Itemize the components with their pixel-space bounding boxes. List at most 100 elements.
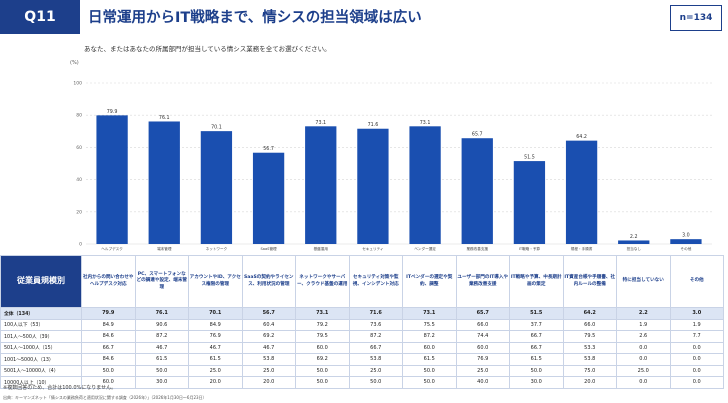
table-row: 100人以下（53） 84.9 90.6 84.9 60.4 79.2 73.6 75.5 66… bbox=[0, 318, 724, 331]
table-cell: 71.6 bbox=[348, 307, 403, 320]
data-label: 51.5 bbox=[524, 155, 535, 161]
category-label: 業務改善支援 bbox=[466, 246, 488, 251]
y-tick-label: 100 bbox=[73, 81, 82, 87]
table-cell: 79.5 bbox=[295, 330, 350, 343]
table-column-header: SaaSの契約やライセンス、利用状況の管理 bbox=[241, 255, 296, 308]
table-cell: 73.6 bbox=[348, 318, 403, 331]
bar bbox=[618, 240, 650, 244]
footnote: ※複数回答のため、合計は100.0%になりません。 bbox=[3, 385, 117, 391]
row-label: 501人〜1000人（15） bbox=[0, 341, 82, 354]
table-cell: 65.7 bbox=[455, 307, 510, 320]
table-cell: 56.7 bbox=[241, 307, 296, 320]
table-cell: 66.7 bbox=[509, 330, 564, 343]
table-cell: 53.8 bbox=[241, 353, 296, 366]
table-cell: 84.9 bbox=[188, 318, 243, 331]
question-text: あなた、またはあなたの所属部門が担当している情シス業務を全てお選びください。 bbox=[84, 45, 331, 53]
table-cell: 70.1 bbox=[188, 307, 243, 320]
table-cell: 46.7 bbox=[241, 341, 296, 354]
table-cell: 50.0 bbox=[134, 364, 189, 377]
table-cell: 0.0 bbox=[616, 341, 671, 354]
table-cell: 37.7 bbox=[509, 318, 564, 331]
bar bbox=[513, 161, 546, 244]
category-label: 端末管理 bbox=[157, 246, 172, 251]
row-label: 1001〜5000人（13） bbox=[0, 353, 82, 366]
table-cell: 50.0 bbox=[402, 364, 457, 377]
table-cell: 50.0 bbox=[509, 364, 564, 377]
table-cell: 60.4 bbox=[241, 318, 296, 331]
table-cell: 66.7 bbox=[348, 341, 403, 354]
table-cell: 69.2 bbox=[241, 330, 296, 343]
table-cell: 46.7 bbox=[188, 341, 243, 354]
data-label: 64.2 bbox=[576, 134, 587, 140]
bar bbox=[252, 152, 285, 244]
data-table: 従業員規模別 社内からの問い合わせやヘルプデスク対応 PC、スマートフォンなどの調… bbox=[0, 255, 724, 389]
table-column-header: その他 bbox=[669, 255, 724, 308]
table-cell: 53.3 bbox=[562, 341, 617, 354]
table-cell: 46.7 bbox=[134, 341, 189, 354]
table-cell: 66.0 bbox=[455, 318, 510, 331]
data-label: 56.7 bbox=[263, 146, 274, 152]
table-cell: 25.0 bbox=[455, 364, 510, 377]
table-cell: 76.9 bbox=[455, 353, 510, 366]
table-column-header: ネットワークやサーバー、クラウド基盤の運用 bbox=[295, 255, 350, 308]
table-cell: 87.2 bbox=[134, 330, 189, 343]
category-label: ヘルプデスク bbox=[101, 246, 123, 251]
header: Q11 日常運用からIT戦略まで、情シスの担当領域は広い n=134 bbox=[0, 0, 728, 34]
table-cell: 84.9 bbox=[81, 318, 136, 331]
y-tick-label: 80 bbox=[76, 113, 82, 119]
row-label: 10000人以上（10） bbox=[0, 376, 82, 389]
category-label: SaaS管理 bbox=[261, 246, 278, 251]
category-label: セキュリティ bbox=[362, 246, 383, 251]
table-cell: 79.9 bbox=[81, 307, 136, 320]
table-cell: 0.0 bbox=[669, 353, 724, 366]
table-cell: 60.0 bbox=[402, 341, 457, 354]
table-cell: 0.0 bbox=[669, 376, 724, 389]
table-row: 101人〜500人（39） 84.6 87.2 76.9 69.2 79.5 87.2 87.… bbox=[0, 330, 724, 343]
table-cell: 1.9 bbox=[616, 318, 671, 331]
table-column-header: IT戦略や予算、中長期計画の策定 bbox=[509, 255, 564, 308]
table-cell: 60.0 bbox=[455, 341, 510, 354]
table-cell: 2.2 bbox=[616, 307, 671, 320]
table-cell: 25.0 bbox=[348, 364, 403, 377]
table-cell: 66.0 bbox=[562, 318, 617, 331]
table-cell: 90.6 bbox=[134, 318, 189, 331]
table-cell: 0.0 bbox=[669, 364, 724, 377]
source-text: 出典：キーマンズネット「情シスの業務負荷と適用状況に関する調査（2026年）」（… bbox=[3, 395, 207, 400]
bar bbox=[148, 121, 180, 244]
row-label: 全体（134） bbox=[0, 307, 82, 320]
table-column-header: 社内からの問い合わせやヘルプデスク対応 bbox=[81, 255, 136, 308]
bar bbox=[96, 115, 128, 245]
category-label: 基盤運用 bbox=[314, 246, 329, 251]
question-number-badge: Q11 bbox=[0, 0, 80, 34]
table-cell: 50.0 bbox=[295, 376, 350, 389]
data-label: 2.2 bbox=[630, 234, 638, 240]
data-label: 79.9 bbox=[107, 109, 118, 115]
table-cell: 30.0 bbox=[134, 376, 189, 389]
category-label: 規程・手順書 bbox=[571, 246, 593, 251]
table-cell: 61.5 bbox=[509, 353, 564, 366]
table-cell: 25.0 bbox=[241, 364, 296, 377]
bar bbox=[357, 128, 389, 244]
bar bbox=[461, 138, 493, 244]
table-cell: 75.5 bbox=[402, 318, 457, 331]
table-column-header: PC、スマートフォンなどの調達や設定、端末管理 bbox=[134, 255, 189, 308]
data-label: 73.1 bbox=[420, 120, 431, 126]
table-cell: 40.0 bbox=[455, 376, 510, 389]
table-cell: 66.7 bbox=[509, 341, 564, 354]
y-tick-label: 40 bbox=[76, 177, 82, 183]
table-cell: 0.0 bbox=[616, 376, 671, 389]
category-label: IT戦略・予算 bbox=[519, 246, 541, 251]
table-cell: 79.2 bbox=[295, 318, 350, 331]
table-cell: 0.0 bbox=[669, 341, 724, 354]
table-cell: 69.2 bbox=[295, 353, 350, 366]
table-cell: 73.1 bbox=[295, 307, 350, 320]
row-label: 5001人〜10000人（4） bbox=[0, 364, 82, 377]
unit-label: (%) bbox=[70, 60, 79, 66]
y-tick-label: 20 bbox=[76, 209, 82, 215]
table-column-header: アカウントやID、アクセス権限の管理 bbox=[188, 255, 243, 308]
table-cell: 30.0 bbox=[509, 376, 564, 389]
table-column-header: セキュリティ対策や監視、インシデント対応 bbox=[348, 255, 403, 308]
table-cell: 53.8 bbox=[348, 353, 403, 366]
data-label: 3.0 bbox=[682, 233, 690, 239]
y-tick-label: 60 bbox=[76, 145, 82, 151]
